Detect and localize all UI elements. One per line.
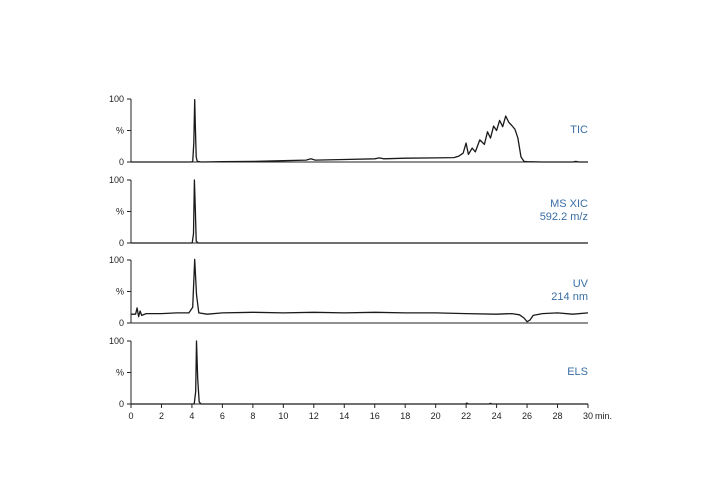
- y-tick-label: %: [116, 368, 124, 378]
- y-tick-label: 0: [119, 157, 124, 167]
- panel-label: UV: [573, 278, 589, 290]
- x-tick-label: 16: [370, 411, 380, 421]
- x-tick-label: 4: [189, 411, 194, 421]
- trace-line: [131, 258, 589, 323]
- trace-line: [131, 340, 588, 405]
- x-tick-label: 26: [522, 411, 532, 421]
- y-tick-label: 0: [119, 399, 124, 409]
- x-unit-label: min.: [595, 411, 612, 421]
- y-tick-label: 100: [109, 94, 124, 104]
- y-tick-label: 100: [109, 255, 124, 265]
- panel-label: TIC: [570, 124, 588, 136]
- x-tick-label: 8: [250, 411, 255, 421]
- y-tick-label: 100: [109, 336, 124, 346]
- panel-label: ELS: [567, 366, 588, 378]
- y-tick-label: %: [116, 126, 124, 136]
- x-tick-label: 24: [492, 411, 502, 421]
- x-axis: 0 2 4 6 8 10 12 14 16 18 20 22 24 26 28 30 min.: [128, 404, 612, 421]
- x-tick-label: 30: [583, 411, 593, 421]
- y-tick-label: %: [116, 287, 124, 297]
- x-tick-label: 22: [461, 411, 471, 421]
- chromatogram-panel: 0% 100 TIC: [109, 94, 588, 167]
- x-tick-label: 18: [400, 411, 410, 421]
- y-tick-label: 0: [119, 238, 124, 248]
- y-tick-label: 0: [119, 318, 124, 328]
- x-tick-label: 2: [159, 411, 164, 421]
- panel-label: 592.2 m/z: [540, 211, 588, 223]
- x-tick-label: 20: [431, 411, 441, 421]
- x-tick-label: 0: [128, 411, 133, 421]
- panel-label: MS XIC: [550, 198, 588, 210]
- x-tick-label: 10: [278, 411, 288, 421]
- x-tick-label: 14: [339, 411, 349, 421]
- x-tick-label: 6: [220, 411, 225, 421]
- trace-line: [131, 98, 588, 163]
- x-tick-label: 12: [309, 411, 319, 421]
- trace-line: [131, 179, 588, 244]
- y-tick-label: 100: [109, 175, 124, 185]
- chromatogram-panel: 0% 100 ELS: [109, 336, 588, 409]
- y-tick-label: %: [116, 207, 124, 217]
- x-tick-label: 28: [553, 411, 563, 421]
- panel-label: 214 nm: [551, 291, 588, 303]
